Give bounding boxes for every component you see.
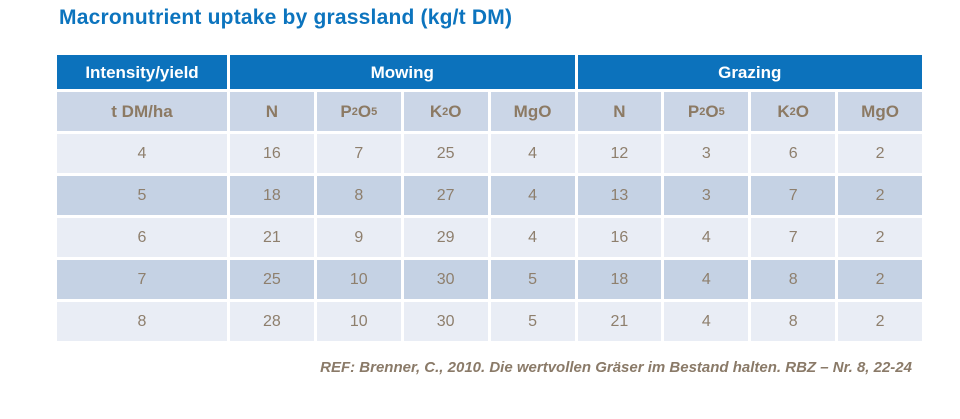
column-header-mowing-n: N <box>230 92 314 131</box>
column-group-intensity: Intensity/yield <box>57 55 227 89</box>
value-cell: 3 <box>664 176 749 215</box>
value-cell: 4 <box>490 218 575 257</box>
value-cell: 21 <box>577 302 662 341</box>
value-cell: 18 <box>230 176 314 215</box>
value-cell: 6 <box>751 134 836 173</box>
value-cell: 13 <box>577 176 662 215</box>
value-cell: 7 <box>751 176 836 215</box>
column-header-grazing-n: N <box>577 92 662 131</box>
value-cell: 28 <box>230 302 314 341</box>
value-cell: 4 <box>664 302 749 341</box>
value-cell: 21 <box>230 218 314 257</box>
column-group-grazing: Grazing <box>577 55 922 89</box>
row-yield-cell: 5 <box>57 176 227 215</box>
value-cell: 10 <box>316 260 401 299</box>
value-cell: 29 <box>403 218 488 257</box>
row-yield-cell: 8 <box>57 302 227 341</box>
value-cell: 16 <box>230 134 314 173</box>
column-header-grazing-mgo: MgO <box>838 92 922 131</box>
value-cell: 30 <box>403 260 488 299</box>
value-cell: 8 <box>316 176 401 215</box>
value-cell: 7 <box>316 134 401 173</box>
value-cell: 4 <box>490 134 575 173</box>
value-cell: 5 <box>490 302 575 341</box>
macronutrient-table: Intensity/yield Mowing Grazing t DM/ha N… <box>57 55 922 341</box>
page-title: Macronutrient uptake by grassland (kg/t … <box>59 6 513 29</box>
value-cell: 18 <box>577 260 662 299</box>
value-cell: 7 <box>751 218 836 257</box>
value-cell: 10 <box>316 302 401 341</box>
column-header-yield: t DM/ha <box>57 92 227 131</box>
column-group-mowing: Mowing <box>230 55 575 89</box>
value-cell: 2 <box>838 302 922 341</box>
value-cell: 25 <box>403 134 488 173</box>
value-cell: 27 <box>403 176 488 215</box>
value-cell: 16 <box>577 218 662 257</box>
value-cell: 12 <box>577 134 662 173</box>
reference-citation: REF: Brenner, C., 2010. Die wertvollen G… <box>320 359 912 376</box>
value-cell: 8 <box>751 260 836 299</box>
value-cell: 2 <box>838 218 922 257</box>
value-cell: 9 <box>316 218 401 257</box>
row-yield-cell: 6 <box>57 218 227 257</box>
row-yield-cell: 7 <box>57 260 227 299</box>
value-cell: 25 <box>230 260 314 299</box>
column-header-mowing-mgo: MgO <box>490 92 575 131</box>
value-cell: 2 <box>838 260 922 299</box>
value-cell: 4 <box>664 260 749 299</box>
value-cell: 30 <box>403 302 488 341</box>
value-cell: 3 <box>664 134 749 173</box>
value-cell: 5 <box>490 260 575 299</box>
value-cell: 2 <box>838 134 922 173</box>
value-cell: 4 <box>490 176 575 215</box>
value-cell: 4 <box>664 218 749 257</box>
row-yield-cell: 4 <box>57 134 227 173</box>
value-cell: 2 <box>838 176 922 215</box>
value-cell: 8 <box>751 302 836 341</box>
